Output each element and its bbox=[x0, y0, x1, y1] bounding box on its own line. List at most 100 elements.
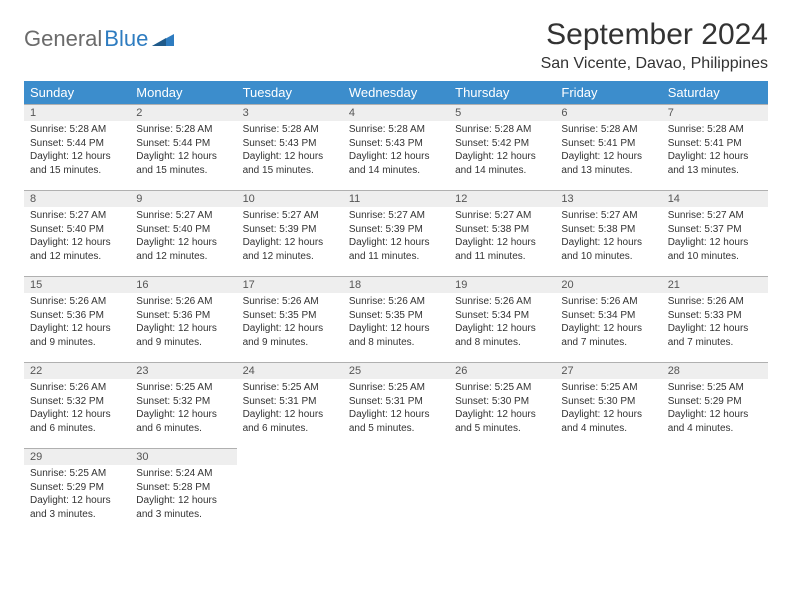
sunset-line: Sunset: 5:40 PM bbox=[30, 223, 124, 237]
daylight-line: Daylight: 12 hours and 7 minutes. bbox=[561, 322, 655, 349]
calendar-day-cell: 25Sunrise: 5:25 AMSunset: 5:31 PMDayligh… bbox=[343, 362, 449, 448]
calendar-empty-cell bbox=[343, 448, 449, 534]
sunrise-line: Sunrise: 5:25 AM bbox=[136, 381, 230, 395]
calendar-day-cell: 12Sunrise: 5:27 AMSunset: 5:38 PMDayligh… bbox=[449, 190, 555, 276]
weekday-header: Saturday bbox=[662, 81, 768, 104]
sunrise-line: Sunrise: 5:26 AM bbox=[136, 295, 230, 309]
sunrise-line: Sunrise: 5:27 AM bbox=[30, 209, 124, 223]
calendar-empty-cell bbox=[662, 448, 768, 534]
calendar-week-row: 8Sunrise: 5:27 AMSunset: 5:40 PMDaylight… bbox=[24, 190, 768, 276]
day-info: Sunrise: 5:27 AMSunset: 5:39 PMDaylight:… bbox=[343, 207, 449, 267]
daylight-line: Daylight: 12 hours and 6 minutes. bbox=[243, 408, 337, 435]
calendar-day-cell: 4Sunrise: 5:28 AMSunset: 5:43 PMDaylight… bbox=[343, 104, 449, 190]
sunrise-line: Sunrise: 5:28 AM bbox=[561, 123, 655, 137]
sunrise-line: Sunrise: 5:26 AM bbox=[243, 295, 337, 309]
calendar-day-cell: 2Sunrise: 5:28 AMSunset: 5:44 PMDaylight… bbox=[130, 104, 236, 190]
sunset-line: Sunset: 5:32 PM bbox=[136, 395, 230, 409]
sunrise-line: Sunrise: 5:26 AM bbox=[30, 381, 124, 395]
sunrise-line: Sunrise: 5:28 AM bbox=[136, 123, 230, 137]
day-info: Sunrise: 5:27 AMSunset: 5:40 PMDaylight:… bbox=[130, 207, 236, 267]
daylight-line: Daylight: 12 hours and 10 minutes. bbox=[561, 236, 655, 263]
day-info: Sunrise: 5:25 AMSunset: 5:29 PMDaylight:… bbox=[24, 465, 130, 525]
calendar-week-row: 29Sunrise: 5:25 AMSunset: 5:29 PMDayligh… bbox=[24, 448, 768, 534]
brand-part1: General bbox=[24, 26, 102, 52]
day-info: Sunrise: 5:28 AMSunset: 5:41 PMDaylight:… bbox=[555, 121, 661, 181]
sunrise-line: Sunrise: 5:28 AM bbox=[30, 123, 124, 137]
sunset-line: Sunset: 5:30 PM bbox=[455, 395, 549, 409]
calendar-day-cell: 24Sunrise: 5:25 AMSunset: 5:31 PMDayligh… bbox=[237, 362, 343, 448]
sunrise-line: Sunrise: 5:28 AM bbox=[668, 123, 762, 137]
sunset-line: Sunset: 5:35 PM bbox=[243, 309, 337, 323]
daylight-line: Daylight: 12 hours and 3 minutes. bbox=[136, 494, 230, 521]
daylight-line: Daylight: 12 hours and 9 minutes. bbox=[243, 322, 337, 349]
sunrise-line: Sunrise: 5:28 AM bbox=[455, 123, 549, 137]
day-info: Sunrise: 5:25 AMSunset: 5:31 PMDaylight:… bbox=[237, 379, 343, 439]
day-info: Sunrise: 5:26 AMSunset: 5:36 PMDaylight:… bbox=[24, 293, 130, 353]
daylight-line: Daylight: 12 hours and 12 minutes. bbox=[136, 236, 230, 263]
calendar-day-cell: 28Sunrise: 5:25 AMSunset: 5:29 PMDayligh… bbox=[662, 362, 768, 448]
day-number: 11 bbox=[343, 190, 449, 207]
daylight-line: Daylight: 12 hours and 3 minutes. bbox=[30, 494, 124, 521]
calendar-day-cell: 16Sunrise: 5:26 AMSunset: 5:36 PMDayligh… bbox=[130, 276, 236, 362]
sunset-line: Sunset: 5:43 PM bbox=[349, 137, 443, 151]
sunset-line: Sunset: 5:39 PM bbox=[349, 223, 443, 237]
calendar-week-row: 1Sunrise: 5:28 AMSunset: 5:44 PMDaylight… bbox=[24, 104, 768, 190]
day-info: Sunrise: 5:27 AMSunset: 5:40 PMDaylight:… bbox=[24, 207, 130, 267]
brand-logo: General Blue bbox=[24, 18, 174, 52]
calendar-empty-cell bbox=[449, 448, 555, 534]
day-info: Sunrise: 5:27 AMSunset: 5:38 PMDaylight:… bbox=[555, 207, 661, 267]
header: General Blue September 2024 San Vicente,… bbox=[24, 18, 768, 73]
weekday-header-row: SundayMondayTuesdayWednesdayThursdayFrid… bbox=[24, 81, 768, 104]
sunset-line: Sunset: 5:31 PM bbox=[243, 395, 337, 409]
daylight-line: Daylight: 12 hours and 9 minutes. bbox=[136, 322, 230, 349]
day-number: 14 bbox=[662, 190, 768, 207]
calendar-table: SundayMondayTuesdayWednesdayThursdayFrid… bbox=[24, 81, 768, 534]
daylight-line: Daylight: 12 hours and 4 minutes. bbox=[561, 408, 655, 435]
calendar-week-row: 22Sunrise: 5:26 AMSunset: 5:32 PMDayligh… bbox=[24, 362, 768, 448]
sunrise-line: Sunrise: 5:28 AM bbox=[349, 123, 443, 137]
sunrise-line: Sunrise: 5:28 AM bbox=[243, 123, 337, 137]
sunrise-line: Sunrise: 5:27 AM bbox=[561, 209, 655, 223]
sunrise-line: Sunrise: 5:25 AM bbox=[455, 381, 549, 395]
calendar-empty-cell bbox=[237, 448, 343, 534]
day-info: Sunrise: 5:26 AMSunset: 5:36 PMDaylight:… bbox=[130, 293, 236, 353]
sunrise-line: Sunrise: 5:24 AM bbox=[136, 467, 230, 481]
daylight-line: Daylight: 12 hours and 8 minutes. bbox=[349, 322, 443, 349]
title-block: September 2024 San Vicente, Davao, Phili… bbox=[541, 18, 768, 73]
daylight-line: Daylight: 12 hours and 4 minutes. bbox=[668, 408, 762, 435]
sunrise-line: Sunrise: 5:26 AM bbox=[30, 295, 124, 309]
day-number: 9 bbox=[130, 190, 236, 207]
sunset-line: Sunset: 5:33 PM bbox=[668, 309, 762, 323]
calendar-day-cell: 15Sunrise: 5:26 AMSunset: 5:36 PMDayligh… bbox=[24, 276, 130, 362]
daylight-line: Daylight: 12 hours and 6 minutes. bbox=[136, 408, 230, 435]
sunrise-line: Sunrise: 5:26 AM bbox=[455, 295, 549, 309]
day-number: 22 bbox=[24, 362, 130, 379]
day-info: Sunrise: 5:25 AMSunset: 5:30 PMDaylight:… bbox=[555, 379, 661, 439]
calendar-day-cell: 30Sunrise: 5:24 AMSunset: 5:28 PMDayligh… bbox=[130, 448, 236, 534]
calendar-day-cell: 7Sunrise: 5:28 AMSunset: 5:41 PMDaylight… bbox=[662, 104, 768, 190]
day-info: Sunrise: 5:26 AMSunset: 5:32 PMDaylight:… bbox=[24, 379, 130, 439]
sunrise-line: Sunrise: 5:25 AM bbox=[561, 381, 655, 395]
sunset-line: Sunset: 5:44 PM bbox=[136, 137, 230, 151]
daylight-line: Daylight: 12 hours and 15 minutes. bbox=[30, 150, 124, 177]
weekday-header: Monday bbox=[130, 81, 236, 104]
day-number: 16 bbox=[130, 276, 236, 293]
sunset-line: Sunset: 5:35 PM bbox=[349, 309, 443, 323]
sunset-line: Sunset: 5:37 PM bbox=[668, 223, 762, 237]
calendar-day-cell: 27Sunrise: 5:25 AMSunset: 5:30 PMDayligh… bbox=[555, 362, 661, 448]
day-info: Sunrise: 5:27 AMSunset: 5:38 PMDaylight:… bbox=[449, 207, 555, 267]
sunrise-line: Sunrise: 5:27 AM bbox=[136, 209, 230, 223]
calendar-week-row: 15Sunrise: 5:26 AMSunset: 5:36 PMDayligh… bbox=[24, 276, 768, 362]
calendar-page: General Blue September 2024 San Vicente,… bbox=[0, 0, 792, 552]
day-info: Sunrise: 5:25 AMSunset: 5:31 PMDaylight:… bbox=[343, 379, 449, 439]
calendar-day-cell: 5Sunrise: 5:28 AMSunset: 5:42 PMDaylight… bbox=[449, 104, 555, 190]
calendar-day-cell: 17Sunrise: 5:26 AMSunset: 5:35 PMDayligh… bbox=[237, 276, 343, 362]
day-number: 3 bbox=[237, 104, 343, 121]
daylight-line: Daylight: 12 hours and 8 minutes. bbox=[455, 322, 549, 349]
day-number: 8 bbox=[24, 190, 130, 207]
sunrise-line: Sunrise: 5:27 AM bbox=[349, 209, 443, 223]
calendar-day-cell: 22Sunrise: 5:26 AMSunset: 5:32 PMDayligh… bbox=[24, 362, 130, 448]
calendar-day-cell: 21Sunrise: 5:26 AMSunset: 5:33 PMDayligh… bbox=[662, 276, 768, 362]
day-info: Sunrise: 5:28 AMSunset: 5:41 PMDaylight:… bbox=[662, 121, 768, 181]
day-info: Sunrise: 5:24 AMSunset: 5:28 PMDaylight:… bbox=[130, 465, 236, 525]
